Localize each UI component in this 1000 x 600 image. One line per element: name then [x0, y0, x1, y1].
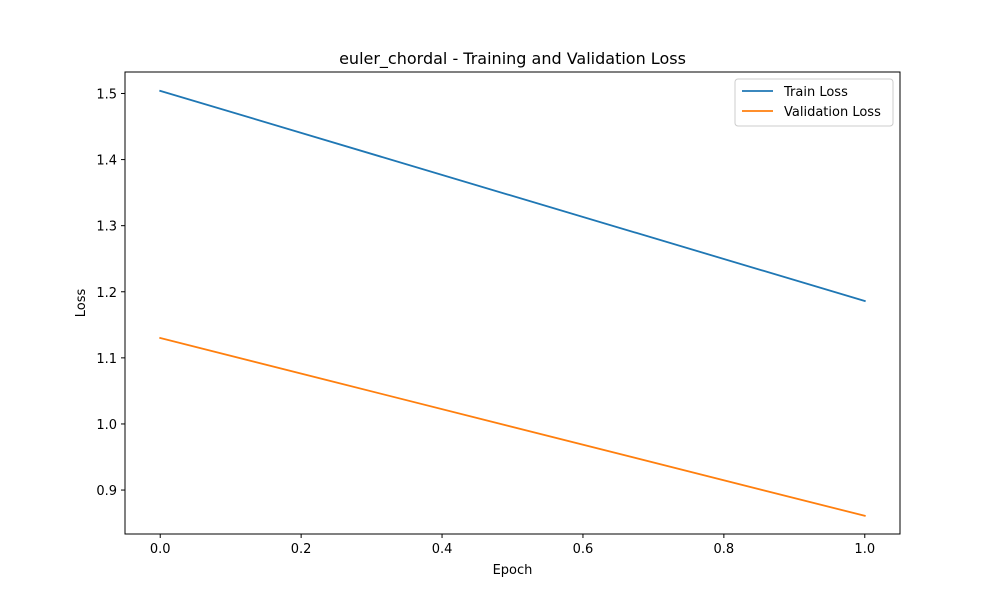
x-tick-label: 0.6 [573, 542, 594, 557]
series-layer [159, 89, 866, 517]
legend: Train Loss Validation Loss [734, 78, 894, 127]
y-tick-label: 1.3 [96, 220, 117, 235]
y-tick-label: 1.2 [96, 286, 117, 301]
series-line-validation-loss [159, 336, 866, 517]
legend-label: Train Loss [783, 85, 848, 100]
x-axis: 0.0 0.2 0.4 0.6 0.8 1.0 [150, 534, 875, 557]
legend-label: Validation Loss [784, 105, 881, 120]
x-tick-label: 0.2 [291, 542, 312, 557]
plot-frame [124, 71, 901, 535]
y-tick-label: 0.9 [96, 484, 117, 499]
x-tick-label: 1.0 [854, 542, 875, 557]
legend-box [734, 78, 894, 127]
y-tick-label: 1.5 [96, 87, 117, 102]
plot-area [124, 71, 901, 535]
y-tick-label: 1.0 [96, 418, 117, 433]
y-tick-label: 1.4 [96, 154, 117, 169]
x-tick-label: 0.8 [714, 542, 735, 557]
x-tick-label: 0.4 [432, 542, 453, 557]
series-line-train-loss [159, 89, 866, 303]
x-tick-label: 0.0 [150, 542, 171, 557]
y-axis-label: Loss [74, 289, 89, 318]
y-tick-label: 1.1 [96, 352, 117, 367]
chart-title: euler_chordal - Training and Validation … [339, 49, 686, 69]
y-axis: 0.9 1.0 1.1 1.2 1.3 1.4 1.5 [96, 87, 125, 499]
x-axis-label: Epoch [493, 563, 533, 578]
legend-items: Train Loss Validation Loss [742, 85, 881, 120]
